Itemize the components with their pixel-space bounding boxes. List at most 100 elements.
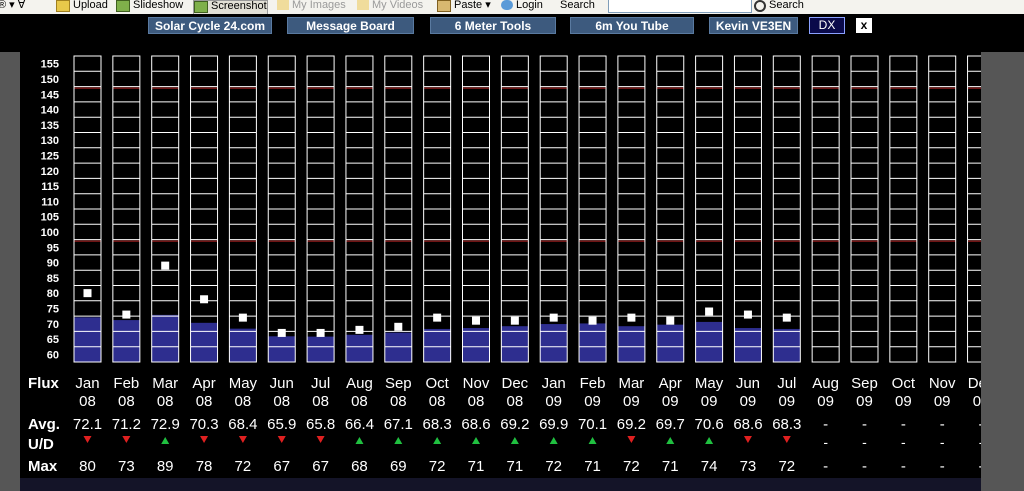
flux-bar [773, 328, 801, 362]
max-marker [355, 325, 364, 334]
avg-value: 66.4 [345, 416, 374, 433]
month-column [928, 55, 957, 363]
max-value: 78 [196, 458, 213, 475]
month-label: Jun [736, 375, 760, 392]
year-label: 09 [895, 393, 912, 410]
nav-6-meter-tools-button[interactable]: 6 Meter Tools [430, 17, 556, 34]
avg-value: 69.2 [617, 416, 646, 433]
ud-value: - [823, 434, 828, 450]
search-input[interactable] [608, 0, 752, 13]
upload-button[interactable]: Upload [56, 0, 108, 14]
solar-flux-chart: 60 65 70 75 80 85 90 95 100 105 110 115 120 125 130 135… [28, 55, 981, 475]
up-arrow-icon [588, 437, 597, 444]
month-label: Jan [542, 375, 566, 392]
solar-flux-chart-panel: 60 65 70 75 80 85 90 95 100 105 110 115 120 125 130 135… [20, 52, 981, 491]
flux-bar [112, 320, 140, 362]
browser-toolbar: ® ▾ ∀ Upload Slideshow Screenshot My Ima… [0, 0, 1024, 14]
up-arrow-icon [666, 437, 675, 444]
max-value: 71 [468, 458, 485, 475]
month-column [228, 55, 257, 363]
close-button[interactable]: x [856, 18, 872, 33]
max-value: 72 [235, 458, 252, 475]
max-row-label: Max [28, 458, 58, 475]
screenshot-icon [194, 1, 208, 13]
month-label: Aug [346, 375, 373, 392]
year-label: 08 [118, 393, 135, 410]
y-tick-label: 145 [41, 89, 59, 101]
max-marker [200, 295, 209, 304]
search-button-label: Search [769, 0, 804, 11]
year-label: 08 [507, 393, 524, 410]
month-column [423, 55, 452, 363]
year-label: 09 [740, 393, 757, 410]
max-marker [122, 310, 131, 319]
avg-value: 68.6 [461, 416, 490, 433]
flux-bar [617, 326, 645, 362]
year-label: 08 [273, 393, 290, 410]
avg-value: 70.3 [189, 416, 218, 433]
ud-value: - [901, 434, 906, 450]
nav-message-board-button[interactable]: Message Board [287, 17, 414, 34]
up-arrow-icon [161, 437, 170, 444]
month-label: Sep [851, 375, 878, 392]
month-label: Dec [502, 375, 529, 392]
nav-kevin-button[interactable]: Kevin VE3EN [709, 17, 798, 34]
y-tick-label: 120 [41, 166, 59, 178]
max-value: 71 [584, 458, 601, 475]
max-marker [549, 313, 558, 322]
nav-solar-cycle-button[interactable]: Solar Cycle 24.com [148, 17, 272, 34]
avg-value: 68.3 [423, 416, 452, 433]
year-label: 08 [429, 393, 446, 410]
max-marker [83, 289, 92, 298]
my-images-button[interactable]: My Images [277, 0, 346, 14]
year-label: 09 [545, 393, 562, 410]
month-label: May [695, 375, 724, 392]
nav-6m-youtube-button[interactable]: 6m You Tube [570, 17, 694, 34]
year-label: 08 [312, 393, 329, 410]
y-tick-label: 60 [47, 349, 59, 361]
month-column [889, 55, 918, 363]
max-value: 67 [312, 458, 329, 475]
month-label: Nov [929, 375, 956, 392]
down-arrow-icon [200, 436, 209, 443]
month-label: Dec [968, 375, 981, 392]
y-tick-label: 150 [41, 74, 59, 86]
dx-button[interactable]: DX [809, 17, 845, 34]
avg-value: 65.8 [306, 416, 335, 433]
nav-icon[interactable]: ® ▾ ∀ [0, 0, 26, 11]
avg-value: - [823, 416, 828, 433]
flux-bar [540, 324, 568, 362]
year-label: 08 [157, 393, 174, 410]
year-label: 08 [468, 393, 485, 410]
my-videos-button[interactable]: My Videos [357, 0, 423, 14]
slideshow-button[interactable]: Slideshow [116, 0, 183, 14]
login-button[interactable]: Login [501, 0, 543, 14]
avg-value: - [940, 416, 945, 433]
max-marker [743, 310, 752, 319]
y-tick-label: 80 [47, 288, 59, 300]
ud-value: - [940, 434, 945, 450]
avg-value: 70.1 [578, 416, 607, 433]
month-column [772, 55, 801, 363]
max-value: 73 [118, 458, 135, 475]
upload-label: Upload [73, 0, 108, 11]
login-label: Login [516, 0, 543, 11]
login-icon [501, 0, 513, 10]
month-column [306, 55, 335, 363]
max-value: - [979, 458, 981, 475]
paste-button[interactable]: Paste ▾ [437, 0, 491, 14]
up-arrow-icon [394, 437, 403, 444]
slideshow-icon [116, 0, 130, 12]
paste-label: Paste [454, 0, 483, 11]
screenshot-button[interactable]: Screenshot [193, 0, 268, 14]
folder-icon [277, 0, 289, 10]
down-arrow-icon [277, 436, 286, 443]
avg-value: 72.1 [73, 416, 102, 433]
month-column [73, 55, 102, 363]
down-arrow-icon [83, 436, 92, 443]
avg-value: 72.9 [151, 416, 180, 433]
search-button[interactable]: Search [754, 0, 804, 14]
y-tick-label: 70 [47, 319, 59, 331]
y-tick-label: 105 [41, 212, 59, 224]
year-label: 08 [235, 393, 252, 410]
